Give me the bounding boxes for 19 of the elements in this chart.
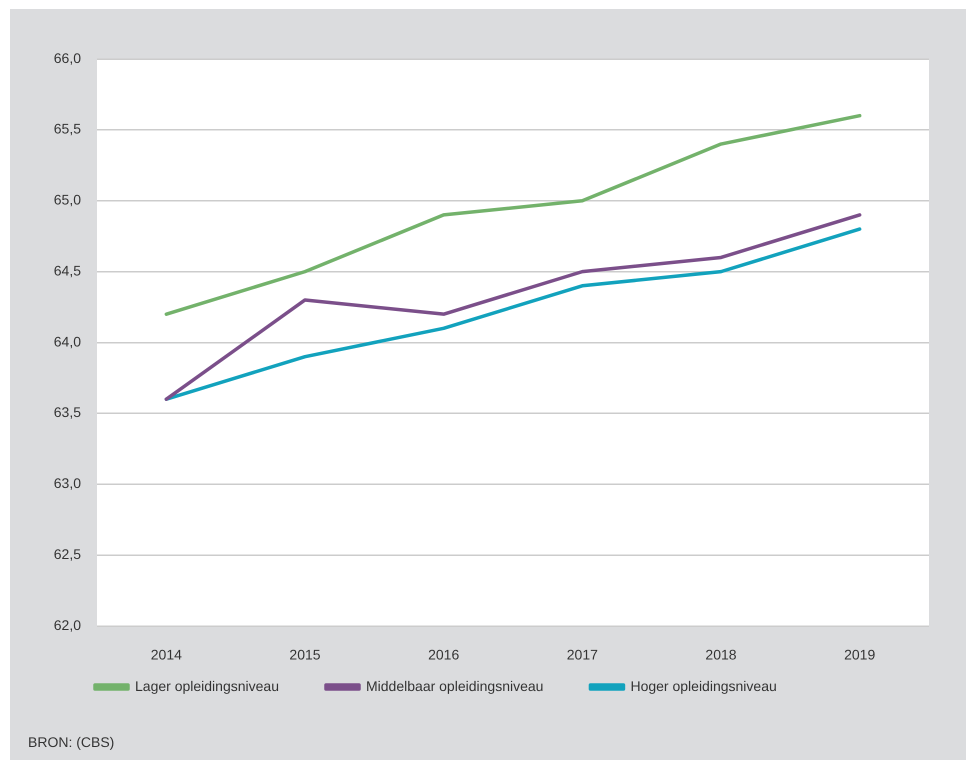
legend-label: Middelbaar opleidingsniveau bbox=[366, 678, 544, 694]
y-tick-label: 62,0 bbox=[54, 616, 82, 633]
y-tick-label: 64,5 bbox=[54, 262, 82, 278]
y-tick-label: 66,0 bbox=[54, 50, 82, 66]
x-tick-label: 2017 bbox=[566, 646, 598, 662]
y-tick-label: 65,0 bbox=[54, 192, 82, 208]
y-tick-label: 63,0 bbox=[54, 475, 82, 492]
x-tick-label: 2015 bbox=[289, 646, 321, 662]
text: BRON: (CBS) bbox=[28, 734, 114, 751]
y-tick-label: 63,5 bbox=[54, 404, 82, 420]
legend-label: Hoger opleidingsniveau bbox=[630, 678, 777, 694]
y-tick-label: 65,5 bbox=[54, 120, 82, 137]
x-tick-label: 2018 bbox=[705, 646, 737, 662]
y-tick-label: 62,5 bbox=[54, 546, 82, 562]
x-tick-label: 2014 bbox=[150, 646, 182, 662]
y-tick-label: 64,0 bbox=[54, 333, 82, 350]
x-tick-label: 2016 bbox=[428, 646, 460, 662]
legend-label: Lager opleidingsniveau bbox=[135, 678, 279, 694]
x-tick-label: 2019 bbox=[844, 646, 876, 662]
